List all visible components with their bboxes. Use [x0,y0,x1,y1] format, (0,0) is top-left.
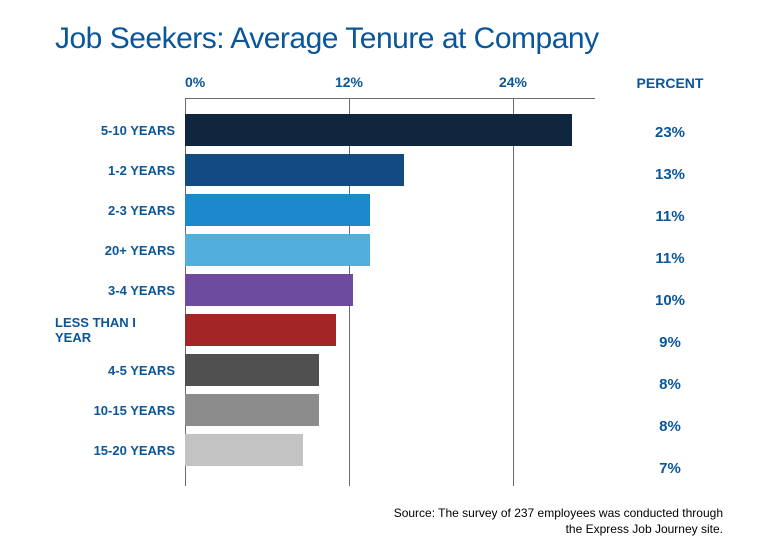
bar-row [185,394,319,426]
plot-area: 5-10 YEARS 1-2 YEARS 2-3 YEARS 20+ YEARS… [55,68,735,488]
percent-value: 8% [615,364,725,404]
bars-region: 0% 12% 24% [185,68,595,486]
y-label: 4-5 YEARS [55,350,185,390]
percent-value: 10% [615,280,725,320]
percent-value: 11% [615,196,725,236]
bar-row [185,274,353,306]
percent-header: PERCENT [615,68,725,98]
y-axis-labels: 5-10 YEARS 1-2 YEARS 2-3 YEARS 20+ YEARS… [55,110,185,470]
percent-value: 9% [615,322,725,362]
bar [185,354,319,386]
chart-source: Source: The survey of 237 employees was … [393,505,723,537]
bar [185,274,353,306]
y-label: 2-3 YEARS [55,190,185,230]
x-tick-label: 12% [335,74,363,90]
bar [185,314,336,346]
bar [185,114,572,146]
bar-row [185,314,336,346]
y-label: 15-20 YEARS [55,430,185,470]
x-axis [185,98,595,99]
y-label: 3-4 YEARS [55,270,185,310]
bar-row [185,354,319,386]
chart-title: Job Seekers: Average Tenure at Company [55,22,735,56]
bar [185,394,319,426]
percent-value: 8% [615,406,725,446]
bar-row [185,114,572,146]
percent-column: PERCENT 23% 13% 11% 11% 10% 9% 8% 8% 7% [615,68,725,488]
y-label: 20+ YEARS [55,230,185,270]
y-label: 5-10 YEARS [55,110,185,150]
x-tick-label: 24% [499,74,527,90]
bar [185,194,370,226]
bar [185,234,370,266]
tenure-chart: Job Seekers: Average Tenure at Company 5… [55,22,735,488]
bar-row [185,434,303,466]
percent-value: 13% [615,154,725,194]
y-label: 10-15 YEARS [55,390,185,430]
y-label: 1-2 YEARS [55,150,185,190]
gridline-2 [513,98,514,486]
x-tick-label: 0% [185,74,205,90]
bar [185,154,404,186]
percent-value: 23% [615,112,725,152]
bar-row [185,234,370,266]
y-label: LESS THAN I YEAR [55,310,185,350]
bar-row [185,194,370,226]
bar-row [185,154,404,186]
percent-value: 11% [615,238,725,278]
bar [185,434,303,466]
percent-value: 7% [615,448,725,488]
